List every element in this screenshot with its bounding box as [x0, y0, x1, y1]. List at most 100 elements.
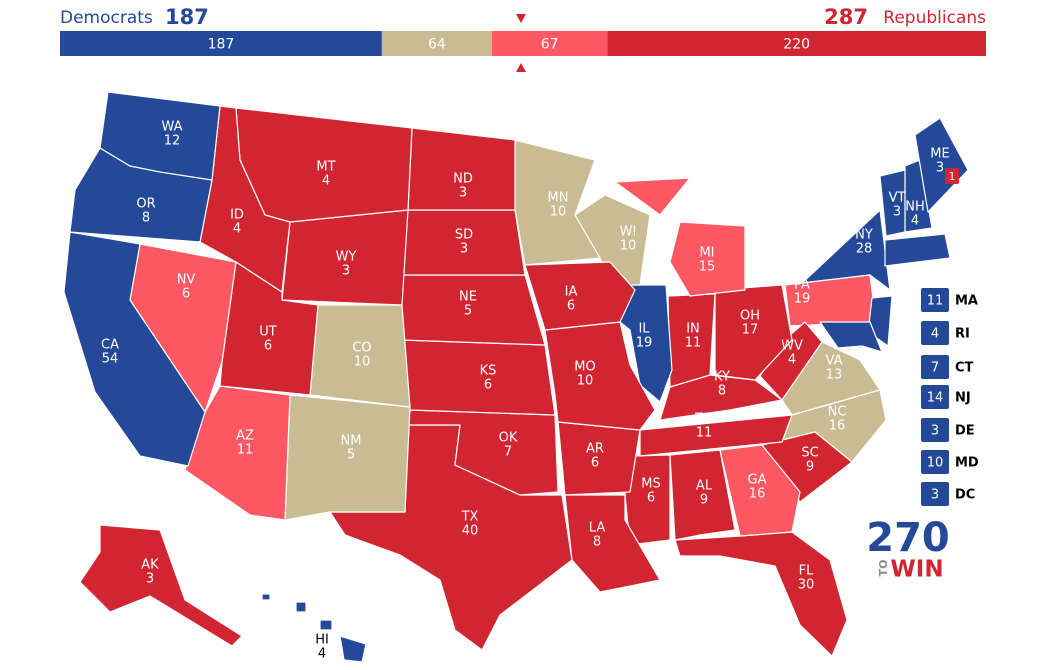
state-abbr: MS: [641, 477, 660, 492]
state-abbr: KY: [714, 370, 730, 385]
small-state-votes: 11: [927, 294, 944, 309]
state-shape: [719, 444, 801, 537]
state-votes: 3: [936, 161, 944, 176]
state-abbr: IN: [686, 322, 700, 337]
state-votes: 8: [718, 384, 726, 399]
logo: 270 TO WIN: [866, 515, 950, 583]
midpoint-arrow: [516, 14, 526, 23]
state-shape: [619, 284, 673, 403]
state-votes: 3: [459, 186, 467, 201]
small-state-boxes: 11 MA 4 RI 7 CT 14 NJ 3 DE 10 MD 3 DC: [921, 288, 979, 506]
logo-to: TO: [877, 560, 890, 577]
state-shapes: [63, 91, 969, 663]
small-state-box: [921, 385, 949, 409]
state-abbr: OH: [740, 309, 760, 324]
state-shape: [544, 321, 656, 431]
state-votes: 6: [647, 491, 655, 506]
state-votes: 3: [460, 242, 468, 257]
state-abbr: NM: [341, 434, 362, 449]
ev-bar: 187 64 67 220: [60, 31, 986, 56]
state-votes: 8: [593, 535, 601, 550]
state-votes: 7: [504, 445, 512, 460]
district-votes: 1: [949, 170, 956, 183]
midpoint-arrow: [516, 63, 526, 72]
bar-segment-label: 187: [208, 37, 235, 53]
state-abbr: CO: [352, 341, 371, 356]
state-abbr: AZ: [236, 429, 254, 444]
state-votes: 11: [685, 336, 702, 351]
dem-total: 187: [165, 5, 209, 29]
state-votes: 9: [806, 460, 814, 475]
bar-segment-label: 64: [428, 37, 446, 53]
state-abbr: GA: [748, 473, 767, 488]
district-box: [945, 168, 959, 184]
rep-total: 287: [824, 5, 868, 29]
state-votes: 6: [264, 339, 272, 354]
state-abbr: NE: [459, 290, 477, 305]
small-state-abbr: DE: [955, 424, 975, 439]
state-votes: 10: [354, 355, 371, 370]
state-abbr: IL: [638, 322, 650, 337]
state-shape: [79, 524, 243, 647]
state-votes: 19: [794, 292, 811, 307]
dem-label: Democrats: [60, 8, 153, 28]
state-votes: 5: [347, 448, 355, 463]
state-votes: 13: [826, 368, 843, 383]
state-shape: [639, 414, 793, 457]
state-shape: [614, 177, 746, 297]
state-abbr: PA: [794, 278, 810, 293]
state-shape: [399, 274, 546, 346]
state-abbr: SC: [801, 446, 818, 461]
state-votes: 3: [893, 205, 901, 220]
bar-segment: [607, 31, 986, 56]
state-abbr: ME: [930, 147, 949, 162]
state-abbr: AR: [586, 442, 604, 457]
state-votes: 9: [700, 493, 708, 508]
state-abbr: ND: [453, 172, 473, 187]
state-votes: 6: [591, 456, 599, 471]
state-abbr: WI: [620, 225, 637, 240]
state-abbr: WA: [161, 120, 182, 135]
small-state-box: [921, 450, 949, 474]
bar-segment-label: 67: [541, 37, 559, 53]
state-votes: 19: [636, 336, 653, 351]
state-votes: 4: [911, 214, 919, 229]
state-votes: 3: [342, 264, 350, 279]
state-votes: 4: [318, 647, 326, 662]
state-abbr: NY: [855, 228, 873, 243]
state-shape: [261, 593, 367, 663]
state-votes: 17: [742, 323, 759, 338]
small-state-abbr: MA: [955, 294, 978, 309]
state-abbr: IA: [565, 285, 578, 300]
logo-win: WIN: [890, 557, 943, 583]
state-votes: 4: [788, 353, 796, 368]
state-shape: [219, 261, 319, 396]
state-votes: 15: [699, 260, 716, 275]
small-state-votes: 4: [931, 327, 939, 342]
state-votes: 16: [749, 487, 766, 502]
small-state-box: [921, 482, 949, 506]
small-state-abbr: DC: [955, 488, 975, 503]
state-votes: 6: [567, 299, 575, 314]
state-abbr: VT: [889, 191, 906, 206]
state-abbr: AK: [141, 558, 159, 573]
small-state-abbr: CT: [955, 361, 974, 376]
state-abbr: AL: [696, 479, 713, 494]
small-state-box: [921, 355, 949, 379]
state-abbr: MO: [574, 360, 595, 375]
state-votes: 6: [182, 287, 190, 302]
state-abbr: FL: [799, 564, 814, 579]
state-votes: 8: [142, 211, 150, 226]
state-abbr: NH: [905, 200, 925, 215]
state-votes: 16: [829, 419, 846, 434]
state-votes: 3: [146, 572, 154, 587]
state-shape: [99, 91, 221, 181]
state-abbr: OR: [136, 197, 155, 212]
state-votes: 10: [550, 205, 567, 220]
state-abbr: TN: [694, 412, 713, 427]
state-shape: [669, 449, 736, 541]
logo-number: 270: [866, 515, 950, 561]
state-shape: [674, 531, 848, 657]
